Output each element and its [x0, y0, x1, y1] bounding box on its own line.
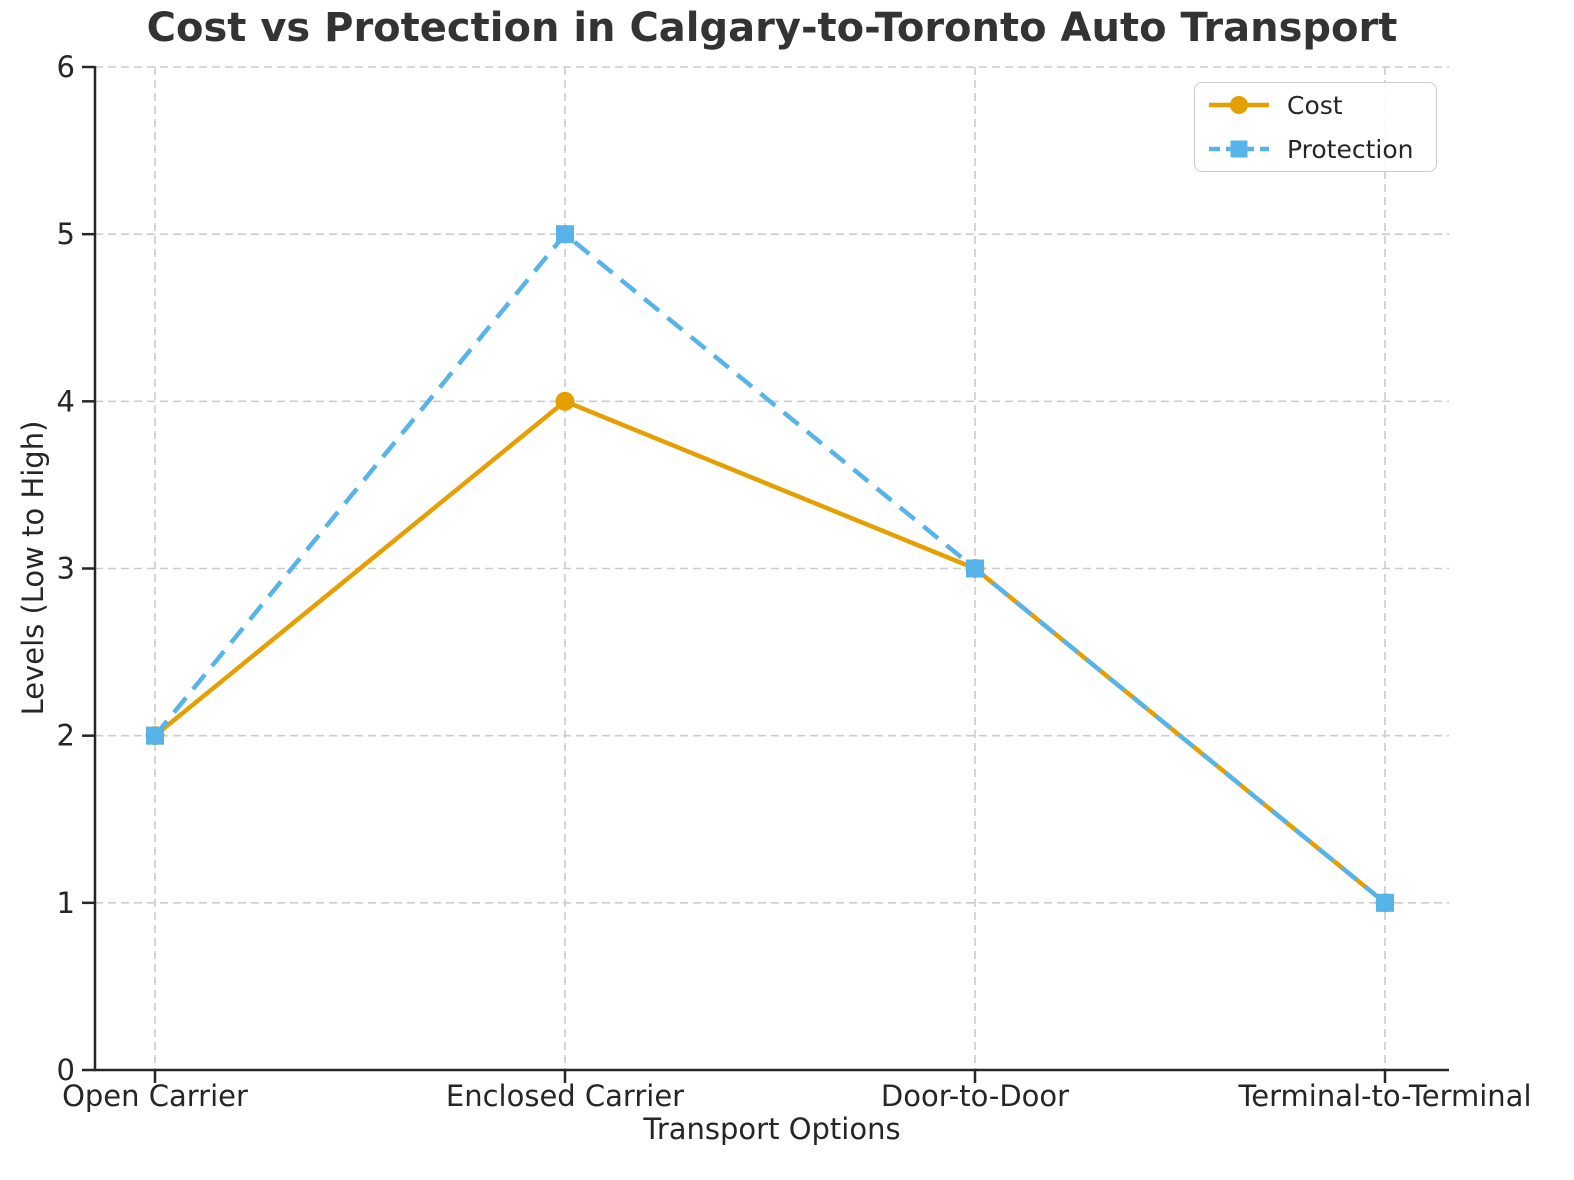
legend-label-cost: Cost — [1287, 90, 1343, 120]
y-tick-label: 2 — [57, 719, 75, 753]
legend-label-protection: Protection — [1287, 134, 1414, 164]
chart-title: Cost vs Protection in Calgary-to-Toronto… — [146, 5, 1398, 51]
marker-protection — [1376, 893, 1394, 912]
x-tick-label: Door-to-Door — [881, 1079, 1069, 1113]
legend: Cost Protection — [1194, 82, 1437, 172]
y-tick-label: 1 — [57, 886, 75, 920]
marker-protection — [556, 225, 574, 244]
legend-cost-line-marker-icon — [1209, 96, 1269, 114]
y-axis-label: Levels (Low to High) — [16, 420, 50, 716]
y-tick-label: 4 — [57, 384, 75, 418]
series-line-cost — [153, 399, 1387, 905]
marker-protection — [146, 726, 164, 745]
x-tick-label: Enclosed Carrier — [446, 1079, 684, 1113]
legend-entry-protection: Protection — [1207, 134, 1424, 164]
y-tick-label: 5 — [57, 217, 75, 251]
marker-cost — [555, 391, 575, 411]
y-tick-label: 6 — [57, 50, 75, 84]
marker-protection — [966, 559, 984, 578]
series-line-protection — [153, 231, 1387, 905]
y-tick-label: 0 — [57, 1053, 75, 1087]
legend-protection-line-marker-icon — [1209, 140, 1269, 158]
x-tick-label: Terminal-to-Terminal — [1237, 1079, 1531, 1113]
x-tick-label: Open Carrier — [62, 1079, 248, 1113]
x-axis-label: Transport Options — [643, 1112, 901, 1146]
y-tick-label: 3 — [57, 552, 75, 586]
legend-entry-cost: Cost — [1207, 90, 1424, 120]
